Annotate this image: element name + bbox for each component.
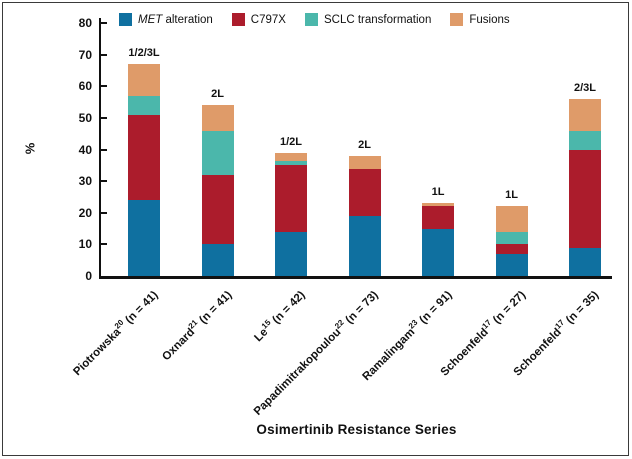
line-of-therapy-label: 1/2/3L: [128, 47, 160, 60]
x-tick-label: Papadimitrakopoulou22 (n = 73): [252, 288, 381, 418]
bar-segment-fusions: [128, 64, 160, 96]
y-tick-label: 40: [78, 142, 92, 157]
legend-label: C797X: [250, 13, 286, 26]
bar-segment-sclc-transformation: [495, 231, 528, 245]
bar-segment-fusions: [569, 99, 601, 131]
legend-swatch: [119, 13, 132, 26]
legend-item-sclc-transformation: SCLC transformation: [304, 13, 432, 26]
y-tick-label: 80: [78, 16, 92, 31]
y-tick: [101, 85, 107, 88]
bar-segment-c797x: [201, 174, 234, 245]
bar-segment-c797x: [348, 168, 381, 216]
bar-segment-sclc-transformation: [201, 130, 234, 175]
legend: MET alteration C797X SCLC transformation Fu…: [119, 13, 510, 26]
legend-label: Fusions: [469, 13, 510, 26]
legend-swatch: [304, 13, 318, 26]
legend-item-met-alteration: MET alteration: [119, 13, 213, 26]
line-of-therapy-label: 2L: [358, 138, 371, 151]
bar-segment-fusions: [422, 203, 454, 207]
bar-segment-met-alteration: [128, 200, 160, 276]
bar-segment-met-alteration: [422, 228, 454, 276]
legend-item-c797x: C797X: [231, 13, 286, 26]
y-tick-label: 60: [78, 79, 92, 94]
y-tick: [101, 148, 107, 151]
y-tick: [101, 117, 107, 119]
x-tick-label: Le15 (n = 42): [252, 288, 308, 345]
y-tick-label: 50: [78, 111, 92, 125]
bar-segment-c797x: [275, 165, 307, 232]
bar-segment-c797x: [422, 206, 454, 229]
bar-segment-met-alteration: [201, 244, 234, 276]
y-tick: [101, 180, 107, 183]
y-tick: [101, 243, 107, 246]
legend-label: SCLC transformation: [323, 13, 432, 26]
x-tick-label: Piotrowska20 (n = 41): [71, 288, 161, 379]
bar-segment-fusions: [348, 155, 381, 169]
bar-segment-sclc-transformation: [569, 130, 601, 150]
y-tick-label: 20: [78, 205, 92, 220]
line-of-therapy-label: 2/3L: [573, 82, 596, 95]
y-tick-label: 30: [78, 174, 92, 189]
legend-label: MET alteration: [138, 13, 213, 26]
bar-segment-met-alteration: [348, 215, 381, 276]
bar-segment-fusions: [201, 105, 234, 131]
bar-segment-fusions: [275, 152, 307, 161]
bar-segment-c797x: [569, 149, 601, 248]
bar-segment-met-alteration: [569, 247, 601, 276]
x-tick-label: Oxnard21 (n = 41): [159, 288, 234, 364]
y-tick: [101, 211, 107, 214]
line-of-therapy-label: 1L: [431, 186, 445, 199]
y-tick: [101, 22, 107, 25]
bar-segment-fusions: [495, 206, 528, 232]
y-tick: [101, 53, 107, 56]
y-tick-label: 0: [85, 269, 92, 283]
legend-swatch: [450, 13, 464, 26]
legend-item-fusions: Fusions: [450, 13, 510, 26]
x-axis-line: [99, 276, 612, 279]
line-of-therapy-label: 2L: [211, 88, 224, 101]
bar-segment-met-alteration: [495, 253, 528, 276]
y-tick-label: 10: [78, 237, 92, 252]
y-axis-line: [99, 18, 101, 278]
x-axis-title: Osimertinib Resistance Series: [256, 422, 457, 437]
bar-segment-sclc-transformation: [128, 95, 160, 115]
line-of-therapy-label: 1L: [505, 189, 518, 202]
y-axis-label: %: [22, 142, 38, 155]
line-of-therapy-label: 1/2L: [279, 135, 302, 148]
y-tick-label: 70: [78, 47, 92, 62]
bar-segment-sclc-transformation: [275, 160, 307, 166]
bar-segment-c797x: [495, 244, 528, 254]
bar-segment-met-alteration: [275, 231, 307, 276]
bar-segment-c797x: [128, 114, 160, 201]
legend-swatch: [231, 13, 245, 26]
